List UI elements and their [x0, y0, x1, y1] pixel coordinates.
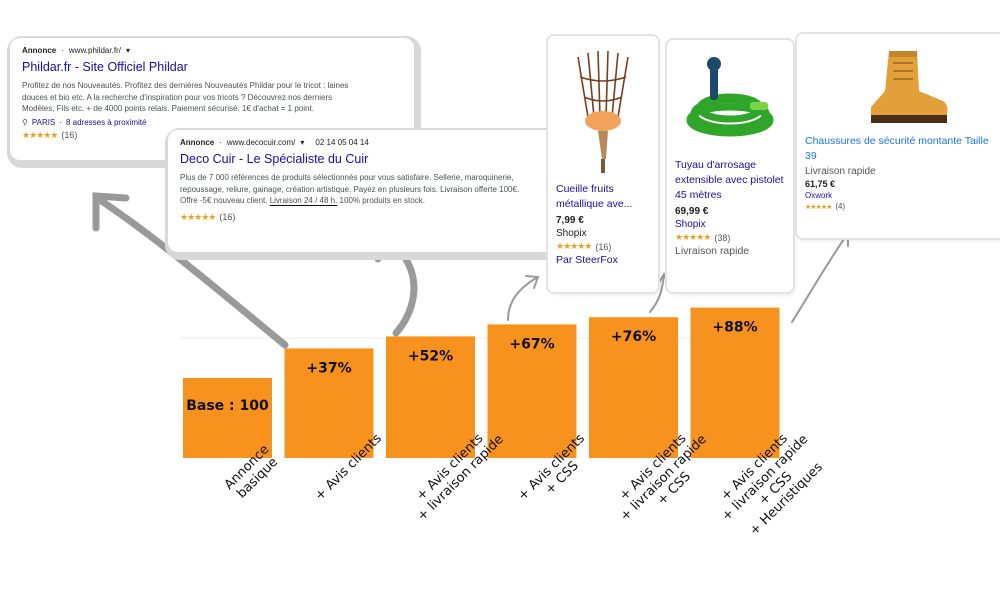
ad-delivery-highlight: Livraison 24 / 48 h. [269, 196, 338, 205]
product-title[interactable]: Chaussures de sécurité montante Taille 3… [805, 135, 989, 162]
ad-header: Annonce · www.phildar.fr/ ▾ [22, 46, 402, 55]
ad-title[interactable]: Phildar.fr - Site Officiel Phildar [22, 60, 188, 74]
star-rating-icon: ★★★★★ [556, 241, 592, 251]
product-rating: ★★★★★ (4) [805, 202, 997, 211]
bar-value-label: +76% [611, 329, 656, 345]
review-count: (4) [835, 202, 846, 211]
arrowhead-ad1 [92, 192, 130, 232]
search-ad-decocuir[interactable]: Annonce · www.decocuir.com/ ▾ 02 14 05 0… [168, 130, 560, 252]
fruit-picker-icon [577, 50, 629, 173]
arrow-to-p2 [649, 275, 665, 313]
review-count: (16) [595, 241, 612, 252]
bar-1 [284, 348, 374, 458]
ad-label: Annonce [22, 46, 57, 55]
ad-desc-line: Modèles, Fils etc. + de 4000 points rela… [22, 104, 314, 113]
product-title[interactable]: Cueille fruits métallique ave... [556, 183, 633, 210]
product-price: 69,99 € [675, 206, 709, 217]
star-rating-icon: ★★★★★ [180, 211, 216, 222]
separator-dot: · [59, 117, 62, 127]
location-pin-icon: ⚲ [22, 117, 28, 127]
bar-value-label: Base : 100 [186, 398, 269, 414]
ad-desc-line: Offre -5€ nouveau client. Livraison 24 /… [180, 195, 548, 207]
bar-3 [487, 324, 577, 458]
ad-desc-tail: 100% produits en stock. [339, 196, 425, 205]
product-image[interactable] [675, 46, 785, 158]
ad-label: Annonce [180, 138, 215, 147]
chevron-down-icon[interactable]: ▾ [300, 138, 305, 147]
separator-dot: · [61, 46, 64, 55]
garden-hose-icon [686, 57, 774, 137]
ad-desc-line: douces et bio etc. A la recherche d'insp… [22, 92, 333, 102]
ad-desc-line: Profitez de nos Nouveautés. Profitez des… [22, 81, 349, 90]
product-delivery: Livraison rapide [805, 166, 876, 177]
product-card-garden-hose[interactable]: Tuyau d'arrosage extensible avec pistole… [667, 40, 793, 292]
bar-4 [589, 317, 678, 458]
product-shop[interactable]: Shopix [675, 219, 706, 230]
review-count: (16) [61, 130, 78, 140]
ad-title[interactable]: Deco Cuir - Le Spécialiste du Cuir [180, 152, 369, 166]
ad-phone[interactable]: 02 14 05 04 14 [315, 138, 369, 147]
product-price: 7,99 € [556, 215, 584, 226]
location-name[interactable]: PARIS [31, 117, 56, 127]
location-extra[interactable]: 8 adresses à proximité [65, 117, 147, 127]
review-count: (16) [219, 212, 236, 222]
arrow-to-p3 [791, 235, 847, 323]
ad-url[interactable]: www.decocuir.com/ [226, 138, 296, 147]
ad-desc-line: Plus de 7 000 références de produits sél… [180, 173, 514, 182]
ad-location[interactable]: ⚲ PARIS · 8 adresses à proximité [22, 118, 402, 127]
bar-5 [690, 307, 780, 458]
product-image[interactable] [556, 42, 650, 182]
product-title[interactable]: Tuyau d'arrosage extensible avec pistole… [675, 159, 784, 201]
product-card-fruit-picker[interactable]: Cueille fruits métallique ave... 7,99 € … [548, 36, 658, 292]
bar-value-label: +37% [306, 360, 351, 376]
ad-rating: ★★★★★ (16) [180, 212, 548, 223]
arrow-to-ad1 [96, 196, 289, 349]
review-count: (38) [714, 232, 731, 243]
product-card-safety-boot[interactable]: Chaussures de sécurité montante Taille 3… [797, 34, 1000, 238]
product-shop: Shopix [556, 228, 587, 239]
ad-header: Annonce · www.decocuir.com/ ▾ 02 14 05 0… [180, 138, 548, 147]
product-delivery: Livraison rapide [675, 245, 750, 257]
bar-2 [386, 336, 475, 458]
product-price: 61,75 € [805, 179, 836, 189]
star-rating-icon: ★★★★★ [22, 129, 58, 140]
product-image[interactable] [805, 40, 997, 132]
bar-value-label: +88% [712, 320, 757, 336]
star-rating-icon: ★★★★★ [805, 203, 832, 211]
ad-url[interactable]: www.phildar.fr/ [68, 46, 121, 55]
bar-0 [183, 378, 272, 458]
separator-dot: · [219, 138, 222, 147]
product-rating: ★★★★★ (16) [556, 241, 650, 252]
arrowhead-p1 [525, 275, 540, 289]
safety-boot-icon [871, 51, 948, 123]
ad-description: Plus de 7 000 références de produits sél… [180, 172, 548, 207]
product-rating: ★★★★★ (38) [675, 232, 785, 243]
ad-desc-line: repoussage, reliure, gainage, création a… [180, 184, 520, 194]
chevron-down-icon[interactable]: ▾ [125, 46, 130, 55]
ad-description: Profitez de nos Nouveautés. Profitez des… [22, 80, 402, 115]
arrow-to-p1 [507, 277, 537, 321]
product-shop[interactable]: Oxwork [805, 191, 833, 200]
bar-value-label: +67% [509, 336, 554, 352]
ad-offer: Offre -5€ nouveau client. [180, 196, 268, 205]
star-rating-icon: ★★★★★ [675, 232, 711, 242]
ad-rating: ★★★★★ (16) [22, 130, 402, 141]
product-seller[interactable]: Par SteerFox [556, 254, 618, 266]
bar-value-label: +52% [408, 348, 453, 364]
